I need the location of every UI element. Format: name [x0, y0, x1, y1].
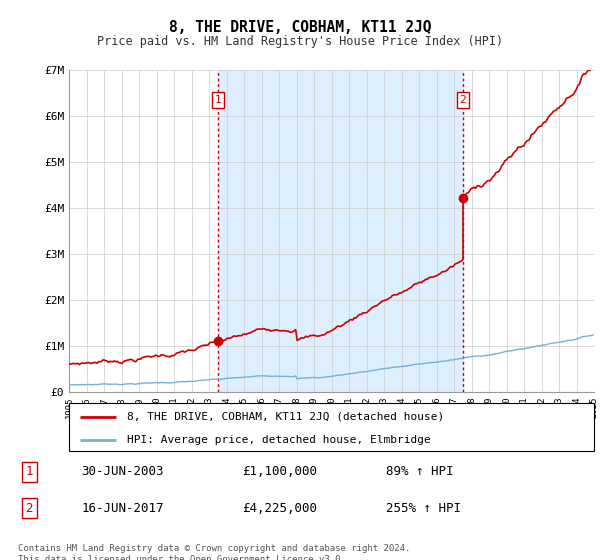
Text: 1: 1 [214, 95, 221, 105]
Bar [218, 70, 463, 392]
Text: 1: 1 [26, 465, 33, 478]
FancyBboxPatch shape [69, 403, 594, 451]
Text: £4,225,000: £4,225,000 [242, 502, 317, 515]
Text: 2: 2 [26, 502, 33, 515]
Text: Contains HM Land Registry data © Crown copyright and database right 2024.
This d: Contains HM Land Registry data © Crown c… [18, 544, 410, 560]
Text: Price paid vs. HM Land Registry's House Price Index (HPI): Price paid vs. HM Land Registry's House … [97, 35, 503, 48]
Text: 30-JUN-2003: 30-JUN-2003 [81, 465, 164, 478]
Text: 8, THE DRIVE, COBHAM, KT11 2JQ (detached house): 8, THE DRIVE, COBHAM, KT11 2JQ (detached… [127, 412, 444, 422]
Text: £1,100,000: £1,100,000 [242, 465, 317, 478]
Text: 255% ↑ HPI: 255% ↑ HPI [386, 502, 461, 515]
Text: HPI: Average price, detached house, Elmbridge: HPI: Average price, detached house, Elmb… [127, 435, 431, 445]
Text: 8, THE DRIVE, COBHAM, KT11 2JQ: 8, THE DRIVE, COBHAM, KT11 2JQ [169, 20, 431, 35]
Text: 16-JUN-2017: 16-JUN-2017 [81, 502, 164, 515]
Text: 89% ↑ HPI: 89% ↑ HPI [386, 465, 454, 478]
Text: 2: 2 [460, 95, 466, 105]
